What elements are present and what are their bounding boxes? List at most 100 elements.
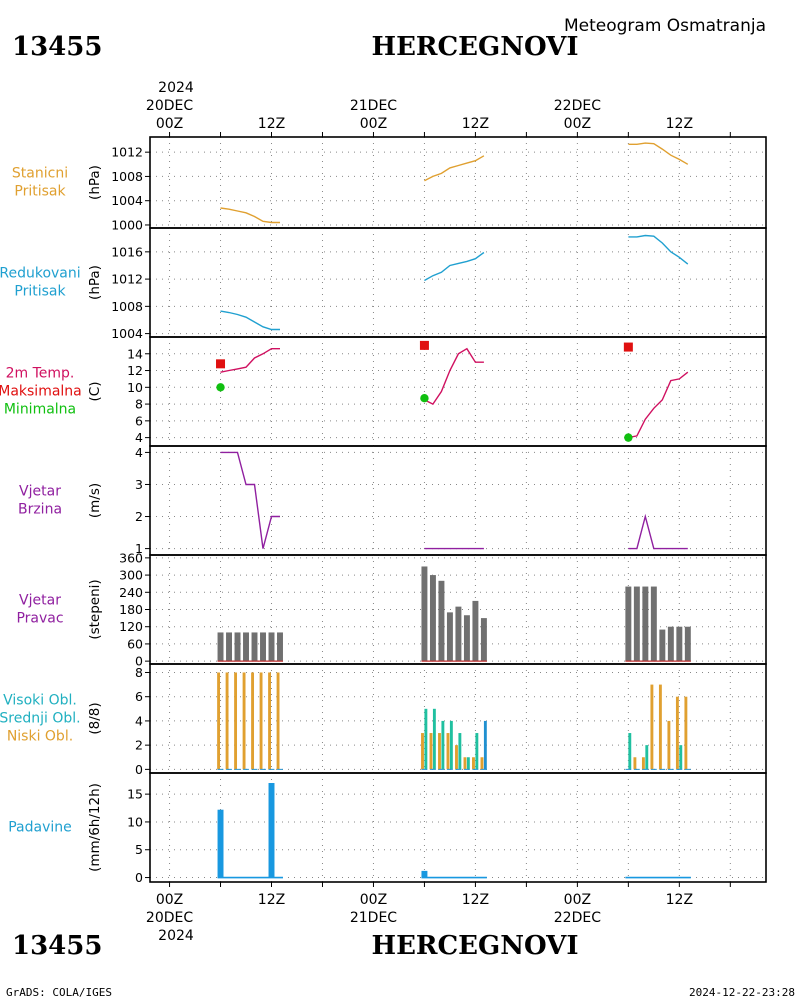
wind-direction-bar <box>642 586 649 662</box>
wind-direction-bar <box>625 586 632 662</box>
top-time-axis: 00Z 20DEC 12Z 00Z 21DEC 12Z 00Z 22DEC 12Z <box>146 98 731 137</box>
bottom-date-label: 20DEC <box>146 910 193 926</box>
wind-direction-bar <box>226 632 232 662</box>
top-tick-label: 00Z <box>360 116 387 132</box>
low-cloud-bar <box>480 757 484 770</box>
y-tick-label: 3 <box>135 477 143 492</box>
max-temp-marker <box>216 359 226 369</box>
low-cloud-bar <box>650 684 654 770</box>
low-cloud-bar <box>268 672 272 770</box>
panel-label: Pravac <box>16 611 63 627</box>
low-cloud-bar <box>472 757 475 770</box>
top-tick-label: 12Z <box>666 116 693 132</box>
y-tick-label: 2 <box>135 509 143 524</box>
bottom-tick-label: 12Z <box>462 892 489 908</box>
low-cloud-bar <box>421 733 424 770</box>
series-line <box>220 451 280 549</box>
bottom-date-label: 22DEC <box>554 910 601 926</box>
high-cloud-bar <box>475 733 479 770</box>
wind-direction-bar <box>455 606 462 662</box>
series-line <box>220 348 280 373</box>
precip-bar <box>217 809 224 878</box>
station-id-bottom: 13455 <box>12 931 102 961</box>
wind-direction-bar <box>234 632 241 662</box>
panel-label: Vjetar <box>19 593 61 609</box>
wind-direction-bar <box>251 632 258 662</box>
low-cloud-bar <box>217 672 221 770</box>
low-cloud-bar <box>667 720 671 770</box>
panel-wind_speed: 1 2 3 4 (m/s) Vjetar Brzina <box>18 445 767 556</box>
wind-direction-bar <box>650 586 657 662</box>
y-tick-label: 360 <box>119 550 143 565</box>
y-tick-label: 6 <box>135 413 143 428</box>
y-tick-label: 6 <box>135 689 143 704</box>
y-tick-label: 240 <box>119 585 143 600</box>
high-cloud-bar <box>449 720 453 770</box>
y-tick-label: 15 <box>127 787 143 802</box>
y-tick-label: 1004 <box>111 326 143 341</box>
grads-credit: GrADS: COLA/IGES <box>6 986 112 999</box>
y-tick-label: 2 <box>135 738 143 753</box>
bottom-tick-label: 12Z <box>666 892 693 908</box>
low-cloud-bar <box>259 672 263 770</box>
wind-direction-bar <box>260 632 266 662</box>
min-temp-marker <box>624 433 633 442</box>
series-line <box>628 513 688 550</box>
y-tick-label: 4 <box>135 713 143 728</box>
high-cloud-bar <box>679 745 683 770</box>
low-cloud-bar <box>446 733 450 770</box>
bottom-tick-label: 00Z <box>564 892 591 908</box>
panel-label: Visoki Obl. <box>3 693 77 709</box>
bottom-year: 2024 <box>158 928 194 944</box>
panel-label: Maksimalna <box>0 384 82 400</box>
high-cloud-bar <box>441 720 445 770</box>
wind-direction-bar <box>243 632 249 662</box>
y-tick-label: 4 <box>135 430 143 445</box>
top-date-label: 20DEC <box>146 98 193 114</box>
y-tick-label: 4 <box>135 445 143 460</box>
min-temp-marker <box>420 394 429 403</box>
precip-bar <box>421 870 428 878</box>
panel-label: Pritisak <box>14 184 66 200</box>
panel-label: Stanicni <box>12 166 68 182</box>
high-cloud-bar <box>466 757 470 770</box>
panel-wind_dir: 0 60 120 180 240 300 360 (stepeni) Vjetar Pravac <box>16 550 767 669</box>
y-tick-label: 1000 <box>111 217 143 232</box>
low-cloud-bar <box>633 757 637 770</box>
min-temp-marker <box>216 383 225 392</box>
y-tick-label: 1 <box>135 541 143 556</box>
series-line <box>628 142 689 165</box>
panel-label: Vjetar <box>19 484 61 500</box>
station-id-top: 13455 <box>12 32 102 62</box>
wind-direction-bar <box>429 575 436 662</box>
top-tick-label: 12Z <box>462 116 489 132</box>
y-axis-label: (mm/6h/12h) <box>87 783 103 872</box>
top-date-label: 21DEC <box>350 98 397 114</box>
y-tick-label: 0 <box>135 762 143 777</box>
panel-clouds: 0 2 4 6 8 (8/8) Visoki Obl. Srednji Obl. Niski O… <box>0 663 767 777</box>
low-cloud-bar <box>429 733 433 770</box>
top-tick-label: 12Z <box>258 116 285 132</box>
low-cloud-bar <box>658 684 662 770</box>
y-tick-label: 0 <box>135 870 143 885</box>
panels: 1000100410081012(hPa)StanicniPritisak100… <box>0 136 767 885</box>
y-axis-label: (hPa) <box>87 165 103 200</box>
high-cloud-bar <box>458 733 462 770</box>
render-timestamp: 2024-12-22-23:28 <box>689 986 795 999</box>
bottom-tick-label: 12Z <box>258 892 285 908</box>
panel-label: Srednji Obl. <box>0 711 81 727</box>
low-cloud-bar <box>684 696 688 770</box>
y-tick-label: 0 <box>135 654 143 669</box>
panel-label: 2m Temp. <box>6 366 75 382</box>
wind-direction-bar <box>438 580 445 662</box>
top-tick-label: 00Z <box>564 116 591 132</box>
series-line <box>628 234 689 265</box>
series-line <box>628 371 689 439</box>
wind-direction-bar <box>684 626 691 662</box>
y-tick-label: 10 <box>127 814 143 829</box>
y-tick-label: 1012 <box>111 272 143 287</box>
precip-bar <box>268 783 275 878</box>
panel-frame <box>149 663 767 774</box>
panel-precip: 0 5 10 15 (mm/6h/12h) Padavine <box>8 772 767 885</box>
